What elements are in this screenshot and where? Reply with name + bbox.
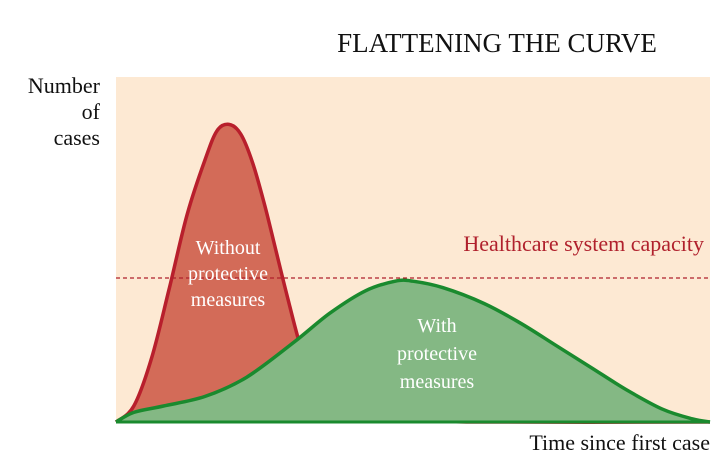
x-axis-label: Time since first case — [529, 430, 710, 455]
without-measures-area — [116, 124, 710, 423]
without-measures-label-line-1: Without — [196, 237, 261, 259]
y-axis-label-line-1: Number — [28, 73, 101, 98]
without-measures-label-line-2: protective — [188, 263, 268, 285]
without-measures-label-line-3: measures — [191, 289, 266, 311]
y-axis-label-line-2: of — [82, 99, 101, 124]
capacity-label: Healthcare system capacity — [463, 231, 704, 256]
with-measures-label-line-3: measures — [400, 371, 475, 393]
with-measures-area — [116, 280, 710, 422]
y-axis-label-line-3: cases — [54, 125, 100, 150]
series-layer — [114, 122, 711, 424]
with-measures-curve — [115, 278, 711, 424]
with-measures-label-line-1: With — [417, 315, 456, 337]
chart-title: FLATTENING THE CURVE — [337, 28, 657, 58]
with-measures-label-line-2: protective — [397, 343, 477, 365]
